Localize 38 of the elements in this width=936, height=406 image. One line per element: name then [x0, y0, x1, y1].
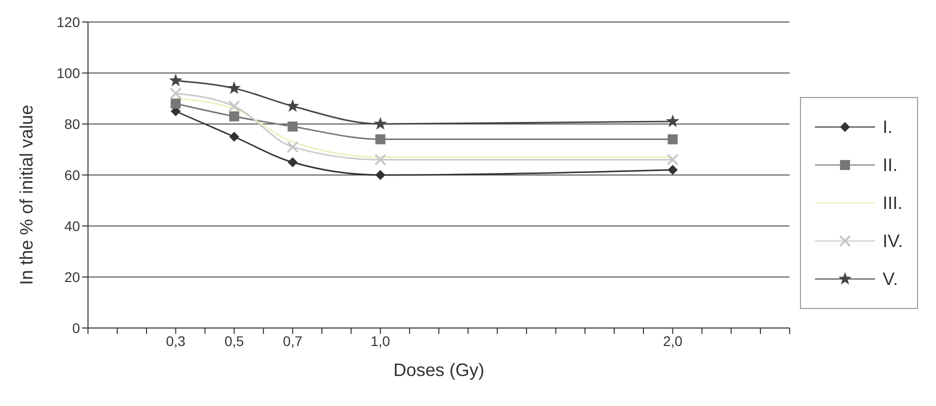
legend-label: II.	[882, 154, 898, 176]
x-tick-label: 0,7	[282, 332, 303, 349]
y-tick-label: 120	[56, 14, 80, 30]
y-tick-label: 100	[56, 64, 80, 81]
x-tick-label: 0,5	[224, 332, 244, 349]
point	[374, 117, 388, 130]
y-tick-label: 20	[64, 268, 80, 285]
point	[286, 140, 299, 153]
point	[288, 157, 298, 168]
point	[375, 134, 386, 144]
y-axis-title: In the % of initial value	[16, 104, 36, 285]
point	[288, 122, 298, 132]
point	[229, 111, 240, 122]
point	[169, 74, 182, 86]
point	[668, 164, 678, 175]
point	[374, 154, 386, 166]
y-tick-label: 0	[72, 320, 80, 336]
point	[666, 154, 679, 166]
y-tick-label: 40	[64, 218, 80, 234]
y-tick-label: 60	[64, 166, 80, 183]
legend-label: IV.	[882, 230, 903, 252]
point	[375, 170, 386, 180]
point	[668, 134, 678, 144]
point	[228, 81, 241, 94]
point	[170, 87, 182, 100]
legend-label: III.	[882, 192, 903, 214]
point	[286, 99, 300, 112]
x-tick-label: 1,0	[370, 332, 390, 349]
x-tick-label: 0,3	[166, 332, 186, 349]
legend-label: I.	[882, 116, 893, 138]
point	[228, 100, 240, 112]
point	[170, 98, 181, 109]
point	[666, 114, 680, 128]
x-axis-title: Doses (Gy)	[393, 360, 484, 380]
point	[229, 132, 240, 142]
y-tick-label: 80	[64, 116, 80, 132]
x-tick-label: 2,0	[662, 332, 683, 349]
legend-label: V.	[882, 268, 898, 290]
